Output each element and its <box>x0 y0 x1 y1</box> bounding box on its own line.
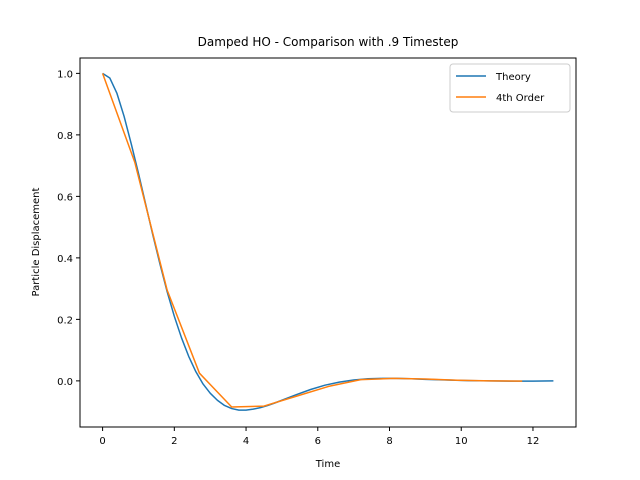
axis-ticks: 0 2 4 6 8 10 12 0.0 0.2 0.4 0.6 0.8 1.0 <box>57 69 539 447</box>
x-tick-label: 12 <box>527 436 540 447</box>
y-tick-label: 0.2 <box>57 315 73 326</box>
y-tick-label: 0.8 <box>57 131 73 142</box>
y-axis-label: Particle Displacement <box>31 187 42 296</box>
chart-title: Damped HO - Comparison with .9 Timestep <box>198 35 459 49</box>
y-tick-label: 0.6 <box>57 192 73 203</box>
x-tick-label: 6 <box>315 436 321 447</box>
legend: Theory 4th Order <box>449 63 571 113</box>
y-tick-label: 0.4 <box>57 254 73 265</box>
legend-4th-order-label: 4th Order <box>496 93 545 104</box>
series-line-theory <box>102 72 554 411</box>
x-axis-label: Time <box>315 459 340 470</box>
series-line-4th-order <box>101 73 523 408</box>
plot-area-frame <box>79 57 577 428</box>
x-tick-label: 0 <box>99 436 105 447</box>
x-tick-label: 2 <box>171 436 177 447</box>
x-tick-label: 8 <box>386 436 392 447</box>
x-tick-label: 4 <box>243 436 249 447</box>
x-tick-label: 10 <box>455 436 468 447</box>
y-tick-label: 0.0 <box>57 377 73 388</box>
legend-theory-label: Theory <box>495 72 531 83</box>
y-tick-label: 1.0 <box>57 69 73 80</box>
plot-series <box>101 72 554 411</box>
